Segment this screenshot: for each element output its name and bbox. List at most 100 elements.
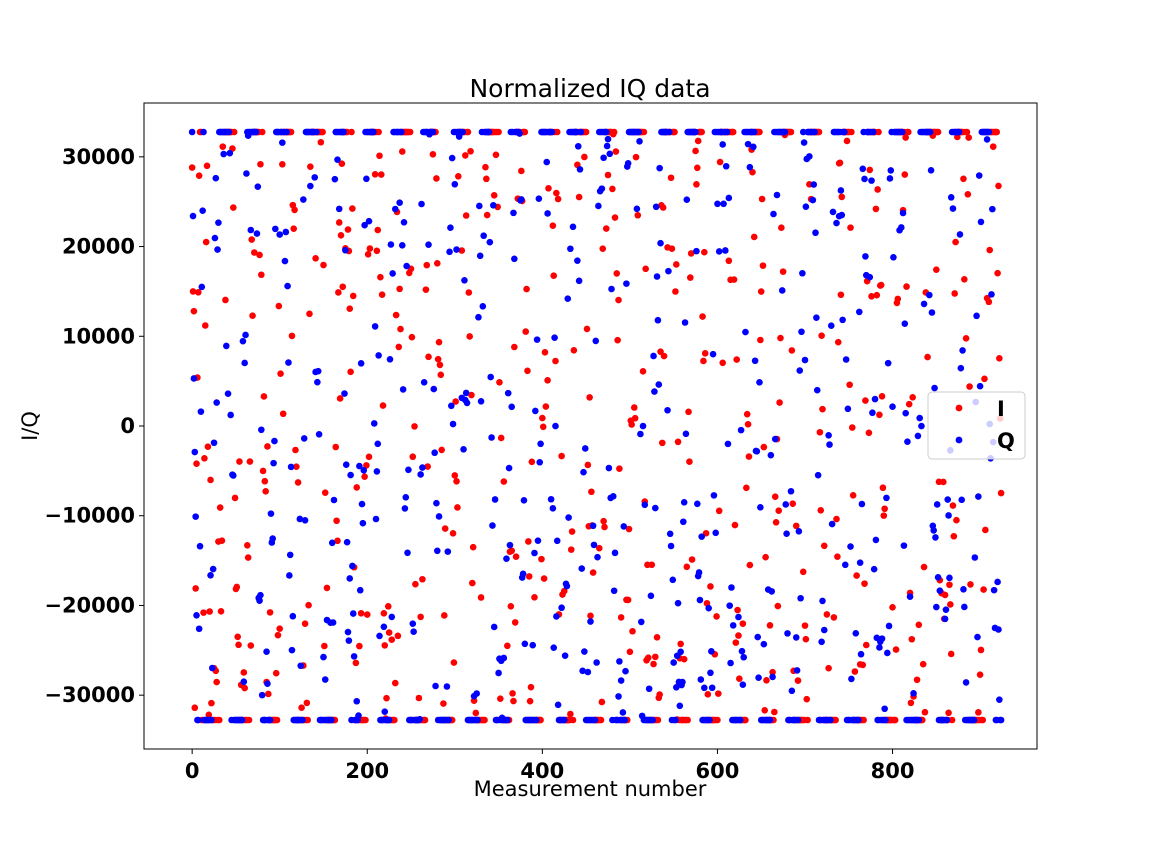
point-q [949, 205, 957, 212]
point-i [866, 166, 874, 174]
point-q [574, 257, 581, 264]
point-i [273, 716, 281, 724]
point-q [429, 128, 437, 136]
point-q [459, 128, 466, 136]
point-q [997, 716, 1005, 724]
point-i [362, 716, 369, 724]
point-q [624, 160, 632, 167]
point-i [777, 334, 784, 342]
point-q [223, 342, 230, 350]
point-q [988, 291, 995, 298]
point-i [288, 332, 296, 340]
point-i [452, 398, 459, 405]
point-q [410, 628, 417, 636]
point-q [973, 312, 980, 320]
point-q [970, 716, 978, 724]
point-q [767, 451, 775, 459]
point-q [933, 501, 941, 508]
point-i [892, 646, 900, 653]
point-q [531, 549, 538, 557]
point-q [942, 606, 950, 613]
point-i [743, 484, 750, 492]
point-q [930, 527, 937, 534]
point-q [404, 549, 411, 557]
point-i [614, 336, 621, 344]
point-q [756, 379, 763, 386]
point-i [507, 602, 515, 610]
point-i [483, 211, 491, 219]
point-i [394, 632, 402, 640]
point-q [622, 667, 629, 675]
point-q [504, 389, 512, 397]
point-q [848, 675, 855, 683]
point-i [672, 288, 679, 295]
point-q [194, 716, 202, 724]
point-q [443, 683, 451, 690]
point-i [542, 403, 550, 410]
point-q [473, 690, 480, 697]
point-i [687, 274, 694, 281]
point-i [683, 563, 691, 571]
point-i [312, 255, 319, 262]
point-i [437, 371, 445, 379]
point-q [359, 519, 367, 527]
point-i [277, 370, 284, 377]
point-q [575, 277, 583, 285]
point-i [510, 697, 517, 705]
point-q [286, 572, 293, 579]
point-i [734, 606, 741, 614]
point-q [258, 426, 265, 434]
point-i [853, 572, 860, 579]
point-i [583, 325, 591, 333]
point-q [208, 716, 215, 724]
point-q [878, 635, 886, 642]
point-q [916, 414, 923, 422]
point-i [597, 716, 605, 724]
point-i [701, 350, 709, 357]
point-i [849, 491, 857, 499]
point-q [267, 510, 275, 517]
point-q [889, 403, 896, 410]
point-q [828, 520, 836, 528]
point-i [290, 225, 298, 232]
point-q [401, 505, 409, 512]
point-i [433, 260, 441, 267]
point-q [460, 446, 467, 453]
point-q [770, 210, 777, 218]
point-i [441, 525, 449, 532]
point-q [518, 196, 525, 203]
point-q [444, 548, 452, 555]
point-q [433, 547, 441, 555]
point-i [977, 646, 985, 654]
point-q [330, 496, 338, 504]
point-q [609, 493, 617, 500]
point-i [374, 226, 382, 234]
point-q [802, 203, 810, 210]
point-i [294, 479, 302, 486]
point-i [757, 288, 765, 295]
point-q [857, 650, 865, 658]
point-q [547, 495, 555, 503]
point-i [825, 664, 832, 672]
point-q [360, 466, 368, 474]
point-i [951, 290, 958, 297]
point-q [708, 684, 716, 692]
point-q [381, 708, 389, 715]
point-q [209, 565, 217, 573]
point-q [682, 430, 690, 438]
point-i [468, 391, 475, 399]
point-i [375, 128, 382, 136]
point-q [417, 471, 424, 478]
point-q [537, 440, 544, 448]
point-q [602, 128, 610, 136]
point-i [837, 291, 845, 299]
point-i [851, 668, 859, 675]
point-q [957, 364, 965, 372]
point-i [462, 152, 469, 159]
point-q [386, 355, 394, 363]
point-q [635, 128, 642, 136]
point-i [398, 148, 406, 155]
point-q [637, 430, 644, 438]
point-i [526, 697, 534, 705]
point-q [603, 142, 611, 150]
